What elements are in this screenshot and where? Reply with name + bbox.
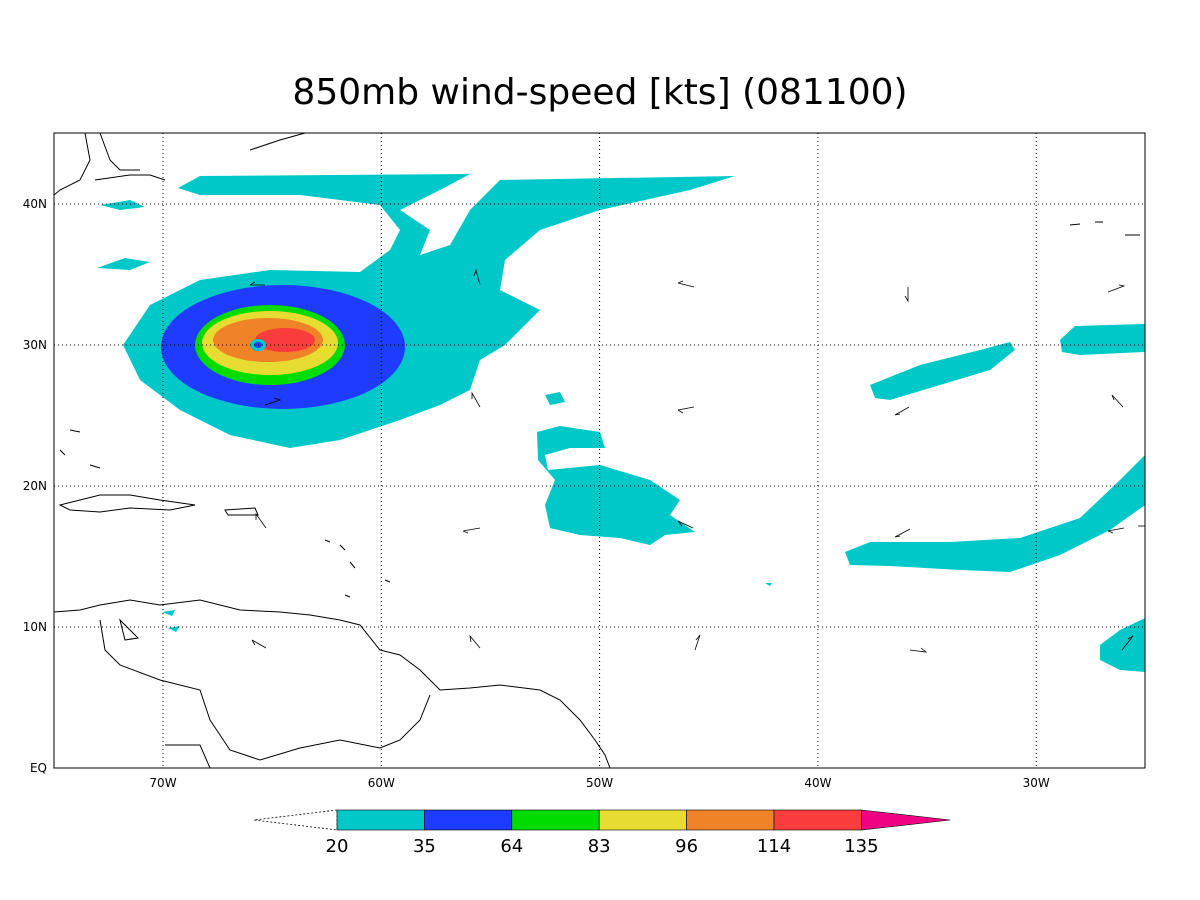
title: 850mb wind-speed [kts] (081100) <box>292 72 907 113</box>
colorbar-segment <box>424 809 513 831</box>
colorbar-label: 83 <box>588 836 611 857</box>
lon-label: 60W <box>368 776 395 790</box>
colorbar-label: 135 <box>844 836 878 857</box>
lat-label: 30N <box>23 338 47 352</box>
colorbar-label: 96 <box>675 836 698 857</box>
lon-label: 70W <box>149 776 176 790</box>
colorbar-segment <box>686 809 775 831</box>
colorbar-label: 114 <box>757 836 791 857</box>
lon-label: 30W <box>1023 776 1050 790</box>
colorbar-label: 35 <box>413 836 436 857</box>
colorbar-segment <box>773 809 862 831</box>
lon-label: 50W <box>586 776 613 790</box>
colorbar-segment <box>511 809 600 831</box>
lat-label: 40N <box>23 197 47 211</box>
wind-vectors <box>249 268 1145 653</box>
lon-label: 40W <box>804 776 831 790</box>
coastlines <box>53 132 1140 769</box>
wind-field <box>97 174 1145 672</box>
lat-label: EQ <box>30 761 47 775</box>
colorbar-segment <box>336 809 425 831</box>
colorbar-segment <box>598 809 687 831</box>
lat-label: 10N <box>23 620 47 634</box>
axes: 70W 60W 50W 40W 30W EQ 10N 20N 30N 40N <box>23 133 1145 790</box>
plot-frame <box>53 132 1146 769</box>
colorbar: 20 35 64 83 96 114 135 <box>253 809 951 857</box>
lat-label: 20N <box>23 479 47 493</box>
colorbar-label: 64 <box>500 836 523 857</box>
colorbar-high-triangle <box>861 809 951 831</box>
colorbar-label: 20 <box>326 836 349 857</box>
